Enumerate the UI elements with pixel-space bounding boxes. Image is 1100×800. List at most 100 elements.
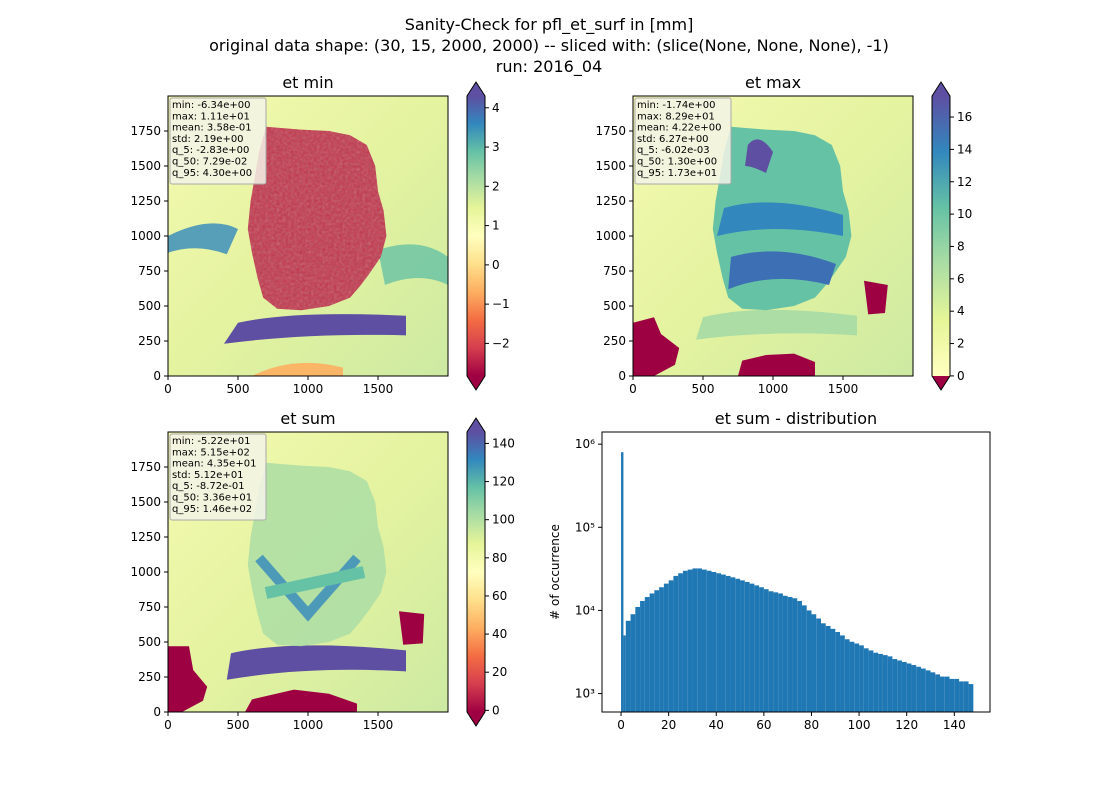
stats-line: q_95: 1.73e+01 <box>637 168 717 179</box>
y-tick-label: 1000 <box>595 229 626 243</box>
histogram-bar <box>863 648 869 712</box>
histogram-bar <box>816 618 821 712</box>
histogram-bar <box>763 589 769 712</box>
y-tick-label: 1250 <box>130 530 161 544</box>
y-tick-label: 1000 <box>130 229 161 243</box>
colorbar-tick-label: 12 <box>957 175 972 189</box>
colorbar-tick-label: 16 <box>957 110 972 124</box>
histogram-bar <box>916 666 921 712</box>
colorbar-gradient <box>467 432 485 712</box>
colorbar-tick-label: −1 <box>492 297 510 311</box>
purple-patch <box>745 139 773 173</box>
histogram-bar <box>625 620 631 712</box>
stats-line: max: 5.15e+02 <box>172 447 250 458</box>
stats-line: min: -6.34e+00 <box>172 100 251 111</box>
map-image <box>168 96 448 376</box>
histogram-bar <box>730 577 736 712</box>
y-tick-label: 0 <box>153 705 161 719</box>
histogram-bar <box>663 583 669 712</box>
map-title: et min <box>282 73 333 92</box>
stats-line: q_95: 1.46e+02 <box>172 504 252 515</box>
y-tick-label: 1250 <box>595 194 626 208</box>
histogram-bar <box>825 625 831 712</box>
x-tick-label: 1000 <box>758 382 789 396</box>
histogram-bar <box>701 569 707 712</box>
histogram-bar <box>706 570 712 712</box>
alps-band <box>696 309 857 340</box>
x-tick-label: 0 <box>164 718 172 732</box>
x-tick-label: 120 <box>895 718 918 732</box>
histogram-bar <box>711 571 717 712</box>
colorbar-tick-label: 140 <box>492 436 515 450</box>
colorbar-extend-min <box>932 376 950 390</box>
histogram-bar <box>944 676 950 712</box>
colorbar-extend-max <box>467 418 485 432</box>
y-tick-label: 250 <box>138 334 161 348</box>
map-panel-1: et min 0 500 1000 1500 0 250 500 750 1000 1250 1500… <box>130 73 509 396</box>
y-tick-label: 10⁶ <box>575 437 595 451</box>
y-tick-label: 250 <box>138 670 161 684</box>
colorbar-tick-label: 2 <box>957 337 965 351</box>
histogram-bars <box>621 452 974 712</box>
histogram-bar <box>782 595 788 712</box>
stats-box-frame <box>169 433 267 521</box>
colorbar: −2 −1 0 1 2 3 4 <box>466 81 510 391</box>
suptitle-line-2: original data shape: (30, 15, 2000, 2000… <box>209 36 889 55</box>
x-tick-label: 60 <box>756 718 771 732</box>
histogram-bar <box>725 575 731 712</box>
colorbar-gradient <box>467 96 485 376</box>
y-tick-label: 1750 <box>130 124 161 138</box>
histogram-bar <box>968 684 974 712</box>
y-tick-label: 1500 <box>130 159 161 173</box>
histogram-bar <box>735 578 741 712</box>
histogram-bar <box>887 656 893 712</box>
under-range-patch <box>399 611 425 645</box>
map-title: et max <box>745 73 801 92</box>
y-tick-label: 1750 <box>595 124 626 138</box>
x-tick-label: 500 <box>227 382 250 396</box>
colorbar-outline <box>466 417 486 727</box>
stats-line: max: 1.11e+01 <box>172 111 250 122</box>
histogram-bar <box>697 568 702 712</box>
histogram-bar <box>773 592 779 712</box>
x-tick-label: 0 <box>629 382 637 396</box>
stats-line: mean: 4.22e+00 <box>637 123 721 134</box>
histogram-bar <box>854 643 860 712</box>
x-tick-label: 1500 <box>828 382 859 396</box>
histogram-bar <box>882 655 888 712</box>
stats-line: mean: 4.35e+01 <box>172 459 256 470</box>
colorbar-extend-min <box>467 712 485 726</box>
stats-line: q_5: -8.72e-01 <box>172 481 245 492</box>
histogram-bar <box>840 635 845 712</box>
under-range-patch <box>738 353 815 376</box>
x-tick-label: 140 <box>943 718 966 732</box>
histogram-bar <box>949 678 955 712</box>
stats-line: mean: 3.58e-01 <box>172 123 252 134</box>
histogram-bar <box>892 659 898 712</box>
y-tick-label: 250 <box>603 334 626 348</box>
stats-box-frame <box>634 97 732 185</box>
histogram-bar <box>621 452 624 712</box>
colorbar: 0 20 40 60 80 100 120 140 <box>466 417 515 727</box>
histogram-bar <box>844 639 850 712</box>
map-panel-2: et max 0 500 1000 1500 0 250 500 750 1000 1250 1500… <box>595 73 972 396</box>
teal-field <box>378 244 448 285</box>
x-tick-label: 100 <box>848 718 871 732</box>
histogram-bar <box>635 606 641 712</box>
y-tick-label: 0 <box>153 369 161 383</box>
map-title: et sum <box>280 409 335 428</box>
histogram-bar <box>721 574 726 712</box>
histogram-ylabel: # of occurrence <box>548 524 562 620</box>
histogram-bar <box>659 587 664 712</box>
colorbar-extend-max <box>467 82 485 96</box>
histogram-bar <box>623 635 626 712</box>
histogram-bar <box>878 653 883 712</box>
x-tick-label: 0 <box>164 382 172 396</box>
colorbar-tick-label: 80 <box>492 551 507 565</box>
y-tick-label: 1000 <box>130 565 161 579</box>
histogram-bar <box>792 598 798 712</box>
histogram-bar <box>668 580 674 712</box>
histogram-bar <box>687 569 693 712</box>
